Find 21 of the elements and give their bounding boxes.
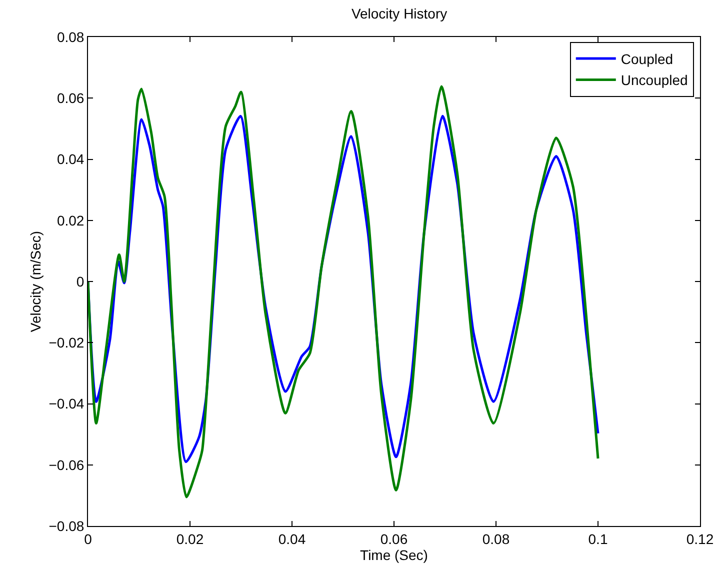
y-axis-title: Velocity (m/Sec) [27, 230, 44, 332]
x-axis-title: Time (Sec) [360, 546, 428, 563]
x-tick-label: 0.04 [278, 530, 306, 547]
y-tick-label: 0.06 [56, 90, 84, 106]
y-tick-label: 0 [76, 273, 84, 290]
y-tick-label: −0.08 [48, 518, 84, 534]
x-tick-label: 0.12 [686, 530, 714, 547]
y-tick-label: −0.02 [48, 334, 84, 351]
y-tick-label: 0.04 [56, 151, 84, 168]
chart-title: Velocity History [351, 5, 448, 22]
x-tick-label: 0.1 [588, 530, 608, 547]
y-tick-label: −0.06 [48, 456, 84, 473]
x-tick-label: 0.08 [482, 530, 510, 547]
x-tick-label: 0.02 [176, 530, 204, 547]
y-tick-label: −0.04 [48, 396, 84, 412]
line-series [88, 85, 600, 498]
x-tick-label: 0.06 [380, 530, 408, 547]
legend-label: Coupled [620, 50, 674, 67]
y-tick-label: 0.02 [56, 212, 84, 228]
y-tick-label: 0.08 [56, 28, 84, 45]
legend-label: Uncoupled [620, 72, 688, 88]
